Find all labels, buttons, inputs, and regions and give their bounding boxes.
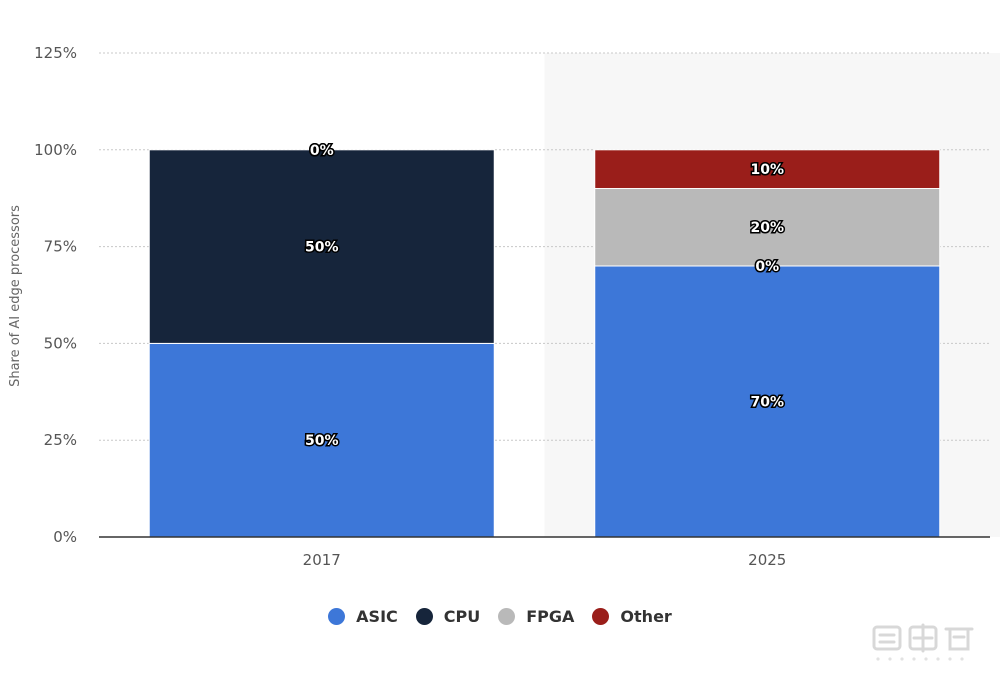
x-axis-labels: 2017 2025 xyxy=(303,551,787,569)
legend-marker xyxy=(592,607,610,625)
legend-label: CPU xyxy=(443,606,481,626)
legend-item-other[interactable]: Other xyxy=(592,606,672,626)
x-tick-label-2017: 2017 xyxy=(303,551,341,569)
legend-item-asic[interactable]: ASIC xyxy=(328,607,398,626)
data-label-fpga-2017: 0% xyxy=(310,143,334,159)
data-label-fpga-2025: 20% xyxy=(750,220,784,236)
y-tick-label: 75% xyxy=(44,238,77,256)
legend-marker xyxy=(328,607,346,625)
y-tick-label: 0% xyxy=(53,528,77,546)
legend-item-fpga[interactable]: FPGA xyxy=(498,607,574,626)
bars xyxy=(148,149,941,538)
y-tick-label: 50% xyxy=(44,334,77,352)
bar-segment-asic-2025[interactable] xyxy=(594,265,941,538)
legend-label: FPGA xyxy=(526,606,575,626)
data-label-asic-2017: 50% xyxy=(305,433,339,449)
data-labels: 50%50%0%0%70%0%20%10% xyxy=(303,141,785,450)
bar-segment-cpu-2017[interactable] xyxy=(148,149,495,344)
legend-marker xyxy=(415,607,433,625)
y-axis-title: Share of AI edge processors xyxy=(8,205,23,387)
bar-segment-fpga-2025[interactable] xyxy=(594,188,941,267)
legend: ASIC CPU FPGA Other xyxy=(0,603,1000,629)
y-tick-label: 25% xyxy=(44,431,77,449)
data-label-other-2025: 10% xyxy=(750,162,784,178)
legend-label: Other xyxy=(620,606,672,626)
y-tick-label: 100% xyxy=(34,141,77,159)
legend-label: ASIC xyxy=(356,606,398,626)
y-axis-ticks: 0% 25% 50% 75% 100% 125% xyxy=(34,44,77,546)
data-label-asic-2025: 70% xyxy=(750,394,784,410)
legend-marker xyxy=(498,607,516,625)
bar-segment-asic-2017[interactable] xyxy=(148,342,495,538)
watermark-logo xyxy=(872,623,974,661)
data-label-other-2017: 0% xyxy=(310,143,334,159)
x-tick-label-2025: 2025 xyxy=(748,551,786,569)
data-label-cpu-2017: 50% xyxy=(305,240,339,256)
y-tick-label: 125% xyxy=(34,44,77,62)
legend-item-cpu[interactable]: CPU xyxy=(415,606,481,626)
bar-segment-other-2025[interactable] xyxy=(594,149,941,190)
data-label-cpu-2025: 0% xyxy=(755,259,779,275)
